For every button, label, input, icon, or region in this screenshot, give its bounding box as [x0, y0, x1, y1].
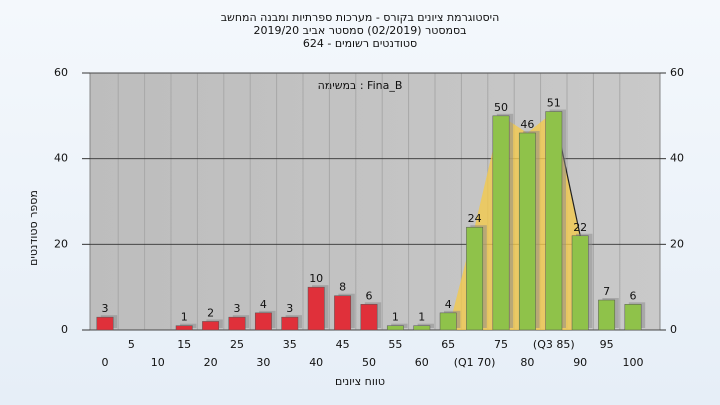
bar [96, 316, 114, 331]
data-label: 8 [339, 281, 346, 294]
bar [466, 226, 484, 331]
data-label: 4 [445, 298, 452, 311]
data-label: 4 [260, 298, 267, 311]
bar [598, 299, 616, 331]
data-label: 6 [630, 289, 637, 302]
data-label: 2 [207, 306, 214, 319]
bar [571, 235, 589, 331]
bar [281, 316, 299, 331]
x-tick-label: 25 [230, 338, 244, 351]
x-tick-label: 35 [283, 338, 297, 351]
x-tick-label: 90 [573, 356, 587, 369]
x-tick-label: (Q1 70) [454, 356, 496, 369]
x-tick-label: 80 [520, 356, 534, 369]
data-label: 1 [181, 311, 188, 324]
x-tick-label: 65 [441, 338, 455, 351]
y-axis-label: מספר סטודנטים [27, 190, 40, 266]
data-label: 1 [392, 311, 399, 324]
x-tick-label: (Q3 85) [533, 338, 575, 351]
x-tick-label: 30 [256, 356, 270, 369]
bar [175, 325, 193, 331]
chart-title: היסטוגרמת ציונים בקורס - מערכות ספרתיות … [221, 11, 500, 24]
bar [545, 111, 563, 331]
x-tick-label: 75 [494, 338, 508, 351]
x-tick-label: 20 [204, 356, 218, 369]
x-tick-label: 10 [151, 356, 165, 369]
x-tick-label: 5 [128, 338, 135, 351]
bar [413, 325, 431, 331]
data-label: 3 [234, 302, 241, 315]
data-label: 51 [547, 97, 561, 110]
data-label: 6 [366, 289, 373, 302]
data-label: 3 [286, 302, 293, 315]
bar [624, 304, 642, 331]
x-tick-label: 0 [102, 356, 109, 369]
data-label: 22 [573, 221, 587, 234]
bar [518, 132, 536, 331]
x-tick-label: 45 [336, 338, 350, 351]
x-tick-label: 40 [309, 356, 323, 369]
x-axis-label: טווח ציונים [335, 375, 385, 388]
x-tick-label: 15 [177, 338, 191, 351]
y-tick-label: 0 [61, 323, 68, 336]
data-label: 10 [309, 272, 323, 285]
y2-tick-label: 0 [670, 323, 677, 336]
x-tick-label: 50 [362, 356, 376, 369]
data-label: 3 [102, 302, 109, 315]
bar [334, 295, 352, 331]
x-tick-label: 60 [415, 356, 429, 369]
data-label: 24 [468, 212, 482, 225]
y-tick-label: 40 [54, 152, 68, 165]
bar [360, 304, 378, 331]
x-tick-label: 100 [623, 356, 644, 369]
y2-tick-label: 40 [670, 152, 684, 165]
annotation: במשימה : Fina_B [318, 79, 403, 92]
data-label: 50 [494, 101, 508, 114]
y2-tick-label: 60 [670, 66, 684, 79]
y2-tick-label: 20 [670, 237, 684, 250]
bar [386, 325, 404, 331]
y-tick-label: 20 [54, 237, 68, 250]
chart-subtitle: בסמסטר (02/2019) סמסטר אביב 2019/20 [253, 24, 466, 37]
data-label: 46 [520, 118, 534, 131]
x-tick-label: 95 [600, 338, 614, 351]
bar [228, 316, 246, 331]
bar [202, 321, 220, 331]
bar [307, 286, 325, 331]
data-label: 1 [418, 311, 425, 324]
bar [439, 312, 457, 331]
data-label: 7 [603, 285, 610, 298]
chart-subtitle: סטודנטים רשומים - 624 [303, 37, 417, 50]
y-tick-label: 60 [54, 66, 68, 79]
x-tick-label: 55 [388, 338, 402, 351]
bar [254, 312, 272, 331]
bar [492, 115, 510, 331]
